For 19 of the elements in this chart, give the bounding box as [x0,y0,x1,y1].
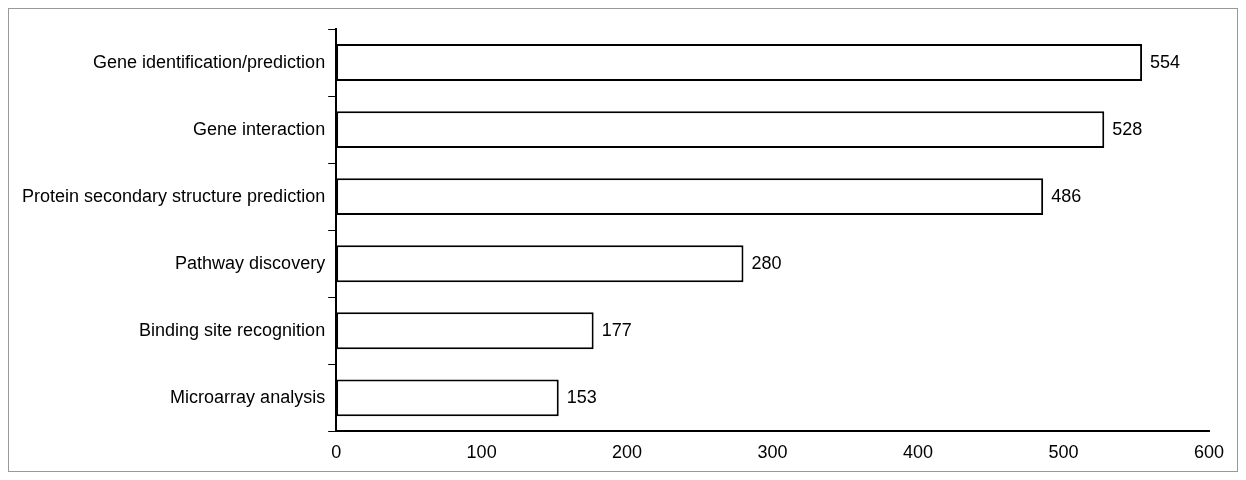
y-tick-label: Microarray analysis [170,386,326,407]
y-tick-label: Gene identification/prediction [93,51,326,72]
x-tick-label: 200 [612,442,643,463]
y-tick-label: Binding site recognition [139,319,326,340]
y-tick-label: Gene interaction [193,118,326,139]
data-label: 554 [1150,51,1181,72]
x-tick-label: 300 [757,442,788,463]
x-tick-label: 0 [331,442,342,463]
y-tick-label: Pathway discovery [175,252,326,273]
data-label: 280 [751,252,782,273]
x-tick-label: 400 [903,442,934,463]
data-label: 486 [1051,185,1082,206]
x-tick-label: 600 [1193,442,1225,463]
data-label: 528 [1112,118,1143,139]
x-tick-label: 500 [1048,442,1079,463]
data-label: 177 [601,319,632,340]
y-tick-label: Protein secondary structure prediction [22,185,326,206]
x-tick-label: 100 [466,442,497,463]
data-label: 153 [566,386,597,407]
